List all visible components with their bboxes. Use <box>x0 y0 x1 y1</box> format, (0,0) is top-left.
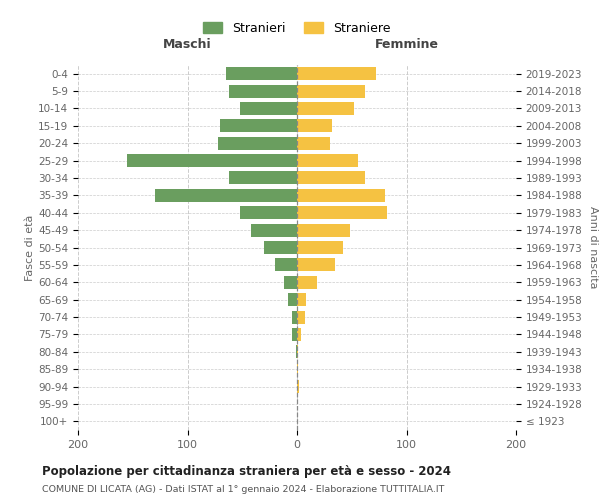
Bar <box>297 241 343 254</box>
Bar <box>297 276 317 289</box>
Bar <box>297 120 332 132</box>
Bar <box>275 258 297 272</box>
Bar <box>284 276 297 289</box>
Bar <box>220 120 297 132</box>
Bar <box>240 206 297 220</box>
Bar <box>264 241 297 254</box>
Bar <box>297 206 387 220</box>
Bar <box>297 293 306 306</box>
Text: Maschi: Maschi <box>163 38 212 51</box>
Bar <box>297 362 298 376</box>
Bar <box>229 84 297 98</box>
Bar <box>297 102 354 115</box>
Bar <box>297 84 365 98</box>
Text: Popolazione per cittadinanza straniera per età e sesso - 2024: Popolazione per cittadinanza straniera p… <box>42 465 451 478</box>
Text: Femmine: Femmine <box>374 38 439 51</box>
Y-axis label: Anni di nascita: Anni di nascita <box>588 206 598 289</box>
Bar <box>240 102 297 115</box>
Bar <box>297 310 305 324</box>
Bar <box>297 67 376 80</box>
Bar <box>297 172 365 184</box>
Bar <box>229 172 297 184</box>
Bar <box>297 346 298 358</box>
Bar <box>297 328 301 341</box>
Bar <box>292 310 297 324</box>
Bar <box>251 224 297 236</box>
Bar <box>226 67 297 80</box>
Bar <box>297 224 350 236</box>
Bar <box>297 258 335 272</box>
Text: COMUNE DI LICATA (AG) - Dati ISTAT al 1° gennaio 2024 - Elaborazione TUTTITALIA.: COMUNE DI LICATA (AG) - Dati ISTAT al 1°… <box>42 485 445 494</box>
Bar <box>218 136 297 149</box>
Bar <box>297 154 358 167</box>
Bar <box>288 293 297 306</box>
Bar <box>292 328 297 341</box>
Bar <box>297 380 299 393</box>
Y-axis label: Fasce di età: Fasce di età <box>25 214 35 280</box>
Bar <box>297 136 330 149</box>
Legend: Stranieri, Straniere: Stranieri, Straniere <box>199 16 395 40</box>
Bar <box>155 189 297 202</box>
Bar <box>297 189 385 202</box>
Bar <box>296 346 297 358</box>
Bar <box>127 154 297 167</box>
